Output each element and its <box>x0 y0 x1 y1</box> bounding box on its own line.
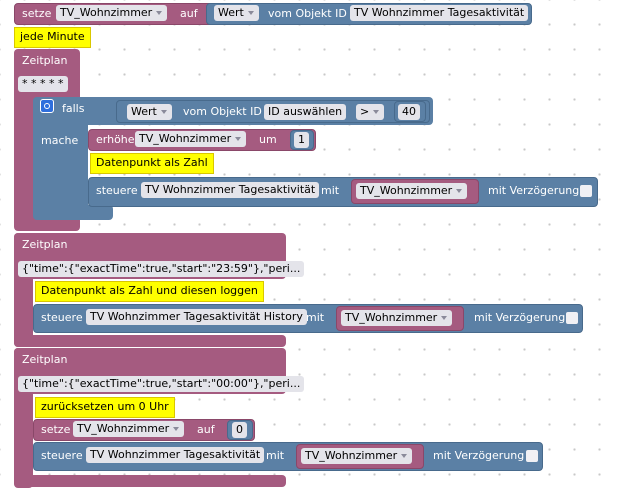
object-id-field[interactable]: ID auswählen <box>264 104 347 120</box>
variable-dropdown[interactable]: TV_Wohnzimmer <box>341 310 453 326</box>
checkbox[interactable] <box>580 185 592 197</box>
variable-dropdown[interactable]: TV_Wohnzimmer <box>56 5 168 21</box>
comment[interactable]: jede Minute <box>14 27 91 48</box>
keyword: setze <box>22 7 52 20</box>
label: Zeitplan <box>22 238 68 251</box>
keyword: falls <box>62 102 85 115</box>
keyword: mit <box>321 184 340 197</box>
object-id-field[interactable]: TV Wohnzimmer Tagesaktivität <box>86 447 265 463</box>
number-field[interactable]: 40 <box>398 104 420 120</box>
object-id-field[interactable]: TV Wohnzimmer Tagesaktivität History <box>86 309 307 325</box>
schedule-block-spine <box>14 348 33 488</box>
keyword: steuere <box>41 449 83 462</box>
cron-field[interactable]: * * * * * <box>18 76 68 92</box>
keyword: mit <box>306 311 325 324</box>
if-block-bottom <box>33 205 113 220</box>
variable-dropdown[interactable]: TV_Wohnzimmer <box>301 448 413 464</box>
schedule-block-bottom <box>14 475 286 487</box>
checkbox[interactable] <box>566 312 578 324</box>
rule-field[interactable]: {"time":{"exactTime":true,"start":"23:59… <box>18 261 305 277</box>
comment[interactable]: Datenpunkt als Zahl <box>90 153 214 174</box>
keyword: mache <box>41 134 79 147</box>
attribute-dropdown[interactable]: Wert <box>127 104 172 120</box>
keyword: auf <box>197 423 215 436</box>
keyword: auf <box>180 7 198 20</box>
label: Zeitplan <box>22 353 68 366</box>
operator-dropdown[interactable]: > <box>356 104 385 120</box>
variable-dropdown[interactable]: TV_Wohnzimmer <box>135 131 247 147</box>
checkbox[interactable] <box>526 450 538 462</box>
object-id-field[interactable]: TV Wohnzimmer Tagesaktivität <box>141 182 320 198</box>
label: mit Verzögerung <box>474 311 566 324</box>
mutator-icon[interactable] <box>40 99 54 113</box>
keyword: mit <box>266 449 285 462</box>
attribute-dropdown[interactable]: Wert <box>214 5 259 21</box>
keyword: steuere <box>41 311 83 324</box>
rule-field[interactable]: {"time":{"exactTime":true,"start":"00:00… <box>18 376 305 392</box>
comment[interactable]: zurücksetzen um 0 Uhr <box>35 397 175 418</box>
schedule-block-bottom <box>14 335 286 347</box>
label: vom Objekt ID <box>268 7 347 20</box>
keyword: erhöhe <box>96 133 135 146</box>
variable-dropdown[interactable]: TV_Wohnzimmer <box>73 421 185 437</box>
label: mit Verzögerung <box>433 449 525 462</box>
number-field[interactable]: 1 <box>294 132 309 148</box>
keyword: steuere <box>96 184 138 197</box>
label: vom Objekt ID <box>183 105 262 118</box>
number-field[interactable]: 0 <box>232 422 247 438</box>
keyword: setze <box>41 423 71 436</box>
label: mit Verzögerung <box>488 184 580 197</box>
if-block-spine <box>33 97 88 219</box>
comment[interactable]: Datenpunkt als Zahl und diesen loggen <box>35 281 264 302</box>
keyword: um <box>259 133 277 146</box>
variable-dropdown[interactable]: TV_Wohnzimmer <box>356 183 468 199</box>
label: Zeitplan <box>22 54 68 67</box>
object-id-field[interactable]: TV Wohnzimmer Tagesaktivität <box>350 5 529 21</box>
